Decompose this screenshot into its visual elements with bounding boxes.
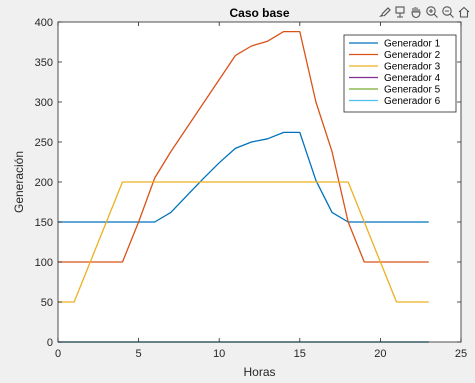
legend-item-label: Generador 1 xyxy=(384,39,441,50)
legend-item-label: Generador 4 xyxy=(384,73,441,84)
legend-item-label: Generador 2 xyxy=(384,50,441,61)
x-tick-label: 5 xyxy=(136,348,142,360)
home-icon[interactable] xyxy=(456,4,471,20)
x-tick-label: 10 xyxy=(213,348,225,360)
zoom-in-icon[interactable] xyxy=(424,4,439,20)
series-line-generador-1 xyxy=(58,131,429,223)
y-tick-label: 100 xyxy=(35,257,53,269)
x-tick-label: 25 xyxy=(455,348,467,360)
y-tick-label: 350 xyxy=(35,57,53,69)
y-tick-label: 400 xyxy=(35,17,53,29)
axes-toolbar xyxy=(376,3,471,21)
series-line-generador-2 xyxy=(58,30,429,263)
legend-item-label: Generador 5 xyxy=(384,85,441,96)
legend-box xyxy=(343,34,457,113)
y-tick-label: 0 xyxy=(47,337,53,349)
legend-item-label: Generador 6 xyxy=(384,96,441,107)
chart-title: Caso base xyxy=(229,6,289,20)
brush-icon[interactable] xyxy=(376,4,391,20)
legend-item-label: Generador 3 xyxy=(384,62,441,73)
y-tick-label: 50 xyxy=(41,297,53,309)
y-axis-label: Generación xyxy=(12,151,26,213)
series-line-generador-3 xyxy=(58,181,429,303)
y-tick-label: 250 xyxy=(35,137,53,149)
y-tick-label: 300 xyxy=(35,97,53,109)
x-tick-label: 0 xyxy=(55,348,61,360)
pan-hand-icon[interactable] xyxy=(408,4,423,20)
x-tick-label: 15 xyxy=(294,348,306,360)
y-tick-label: 150 xyxy=(35,217,53,229)
x-axis-label: Horas xyxy=(243,365,275,379)
data-tip-icon[interactable] xyxy=(392,4,407,20)
y-tick-label: 200 xyxy=(35,177,53,189)
zoom-out-icon[interactable] xyxy=(440,4,455,20)
x-tick-label: 20 xyxy=(374,348,386,360)
